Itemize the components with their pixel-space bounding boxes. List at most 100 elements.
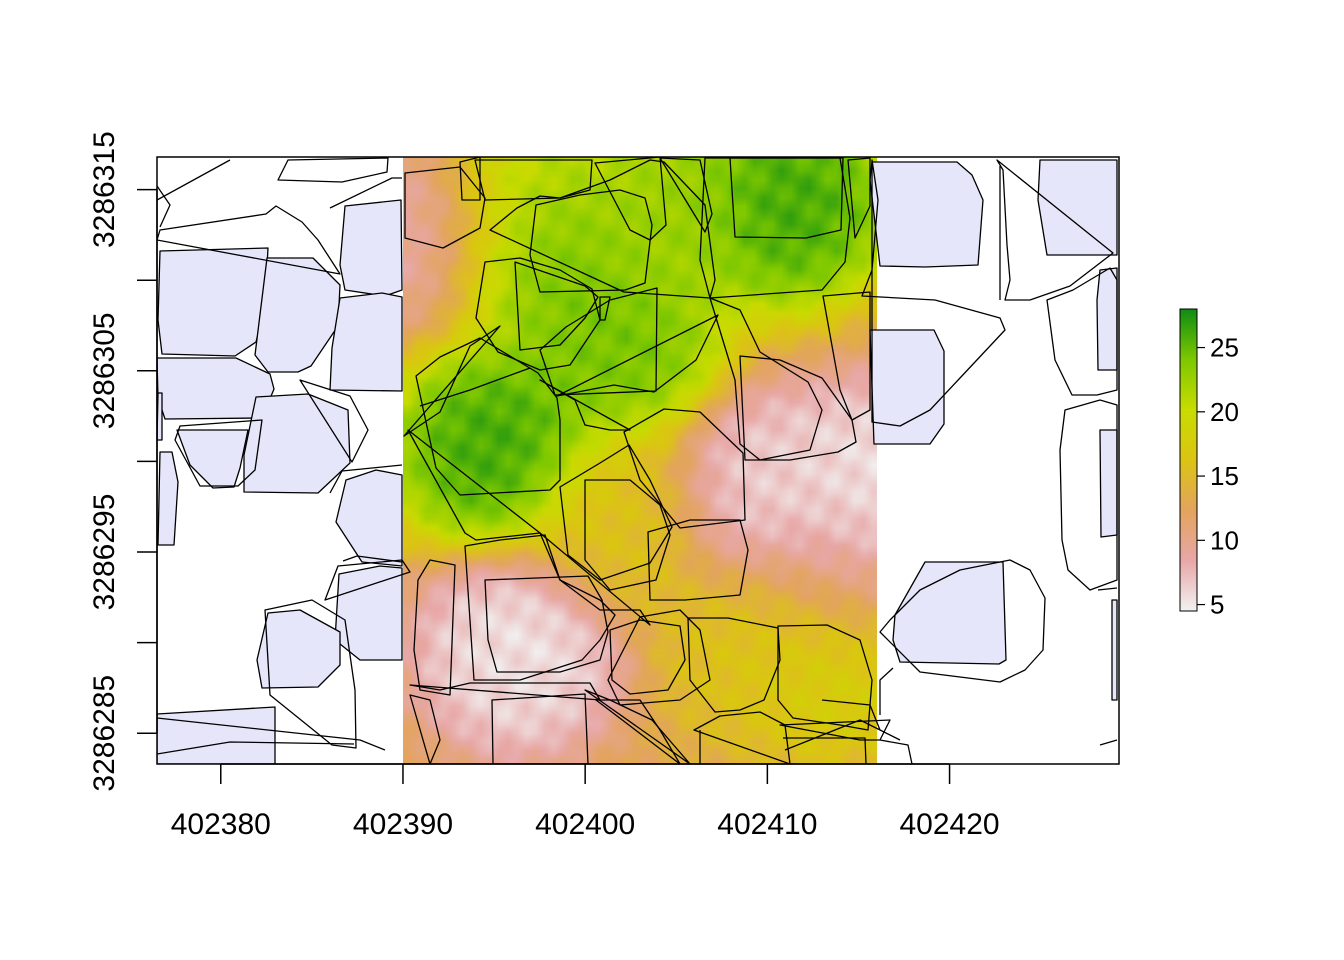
crown-polygon-highlighted [334,565,403,661]
crown-polygon-outline [1059,399,1118,591]
crown-polygon-outline [329,177,402,209]
crown-polygon-outline [1099,739,1118,746]
crown-polygon-outline [419,367,531,407]
crown-polygon-outline [529,189,653,293]
x-tick-label: 402400 [535,808,635,841]
crown-polygon-outline [693,711,791,764]
crown-polygon-highlighted [869,161,984,268]
crown-polygon-outline [559,444,673,581]
crown-polygon-highlighted [339,199,403,297]
crown-polygon-outline [847,157,871,239]
crown-polygon-outline [647,519,749,601]
crown-polygon-outline [264,599,357,749]
crown-polygon-outline [659,157,713,233]
crown-polygon-highlighted [176,429,249,489]
legend-tick-label: 25 [1210,333,1239,363]
crown-polygon-outline [607,609,711,706]
crown-polygon-highlighted [157,706,276,764]
y-tick-label: 3286285 [88,675,121,792]
crown-polygon-highlighted [335,469,403,567]
crown-polygon-outline [584,689,691,764]
crown-polygon-outline [403,325,501,437]
crown-polygon-outline [1046,267,1118,396]
crown-polygon-highlighted [157,247,269,357]
crown-polygon-highlighted [892,561,1007,665]
crown-polygon-outline [277,157,389,183]
crown-polygon-outline [777,624,873,731]
crown-polygon-outline [861,159,1006,427]
crown-polygon-outline [594,157,667,241]
x-tick-label: 402380 [171,808,271,841]
crown-polygon-outline [489,159,716,299]
x-axis: 402380 402390 402400 402410 402420 [171,763,1000,841]
crown-polygon-outline [996,159,1114,301]
legend-bar [1179,308,1198,612]
crown-polygon-outline [342,555,403,563]
raster-layer [403,157,877,764]
crown-polygon-outline [407,429,541,541]
crown-polygon-outline [687,617,781,713]
crown-polygon-outline [329,464,403,494]
crown-polygon-outline [739,355,857,461]
legend-tick-label: 20 [1210,397,1239,427]
legend-tick-label: 15 [1210,461,1239,491]
crown-polygon-outline [157,717,386,751]
crown-polygon-outline [821,699,881,731]
crown-polygon-outline [484,575,609,673]
crown-polygon-highlighted [1099,429,1118,538]
crown-polygon-outline [1097,587,1118,591]
crown-polygon-highlighted [256,609,341,689]
crown-polygon-outline [595,699,681,764]
crown-polygon-outline [539,379,631,431]
x-tick-label: 402410 [717,808,817,841]
crown-polygon-outline [783,737,867,764]
crown-polygon-outline [157,741,355,755]
crown-outlines [157,157,1118,764]
x-tick-label: 402420 [900,808,1000,841]
crown-polygon-highlighted [157,451,179,546]
crown-polygon-outline [879,559,1046,683]
crown-polygon-outline [609,619,686,695]
plot-area [157,157,1118,764]
crown-polygon-outline [415,337,561,496]
y-tick-label: 3286305 [88,312,121,429]
y-tick-label: 3286295 [88,494,121,611]
y-axis: 3286285 3286295 3286305 3286315 [88,131,158,792]
crown-polygon-outline [157,159,231,201]
crown-polygon-outline [174,419,263,487]
crown-polygon-outline [157,205,341,275]
crown-polygon-highlighted [329,292,403,392]
highlighted-crowns [157,159,1118,764]
crown-polygon-outline [324,559,411,601]
crown-polygon-outline [699,157,851,299]
y-tick-label: 3286315 [88,131,121,248]
crown-polygon-outline [599,296,611,321]
legend-tick-label: 5 [1210,590,1224,620]
crown-polygon-outline [474,159,593,201]
crown-polygon-outline [491,693,589,764]
crown-polygon-outline [539,532,651,626]
crown-polygon-outline [822,291,871,421]
crown-polygon-outline [879,739,913,764]
crown-polygon-highlighted [254,257,341,373]
crown-polygon-highlighted [1111,599,1118,701]
crown-polygon-outline [584,479,671,591]
crown-polygon-outline [299,379,369,463]
crown-polygon-outline [709,297,823,461]
crown-polygon-outline [157,185,171,228]
crown-polygon-outline [409,682,601,701]
crown-polygon-outline [879,667,894,715]
crown-polygon-highlighted [243,393,351,494]
crown-polygon-outline [556,314,719,397]
crown-polygon-outline [623,408,746,529]
crown-polygon-outline [784,719,901,751]
crown-polygon-highlighted [869,329,945,445]
crown-polygon-outline [409,694,441,764]
crown-polygon-highlighted [1037,159,1118,256]
crown-polygon-outline [514,261,599,351]
legend-tick-label: 10 [1210,525,1239,555]
color-legend: 5 10 15 20 25 [1179,308,1239,620]
crown-polygon-outline [459,157,481,201]
x-tick-label: 402390 [353,808,453,841]
